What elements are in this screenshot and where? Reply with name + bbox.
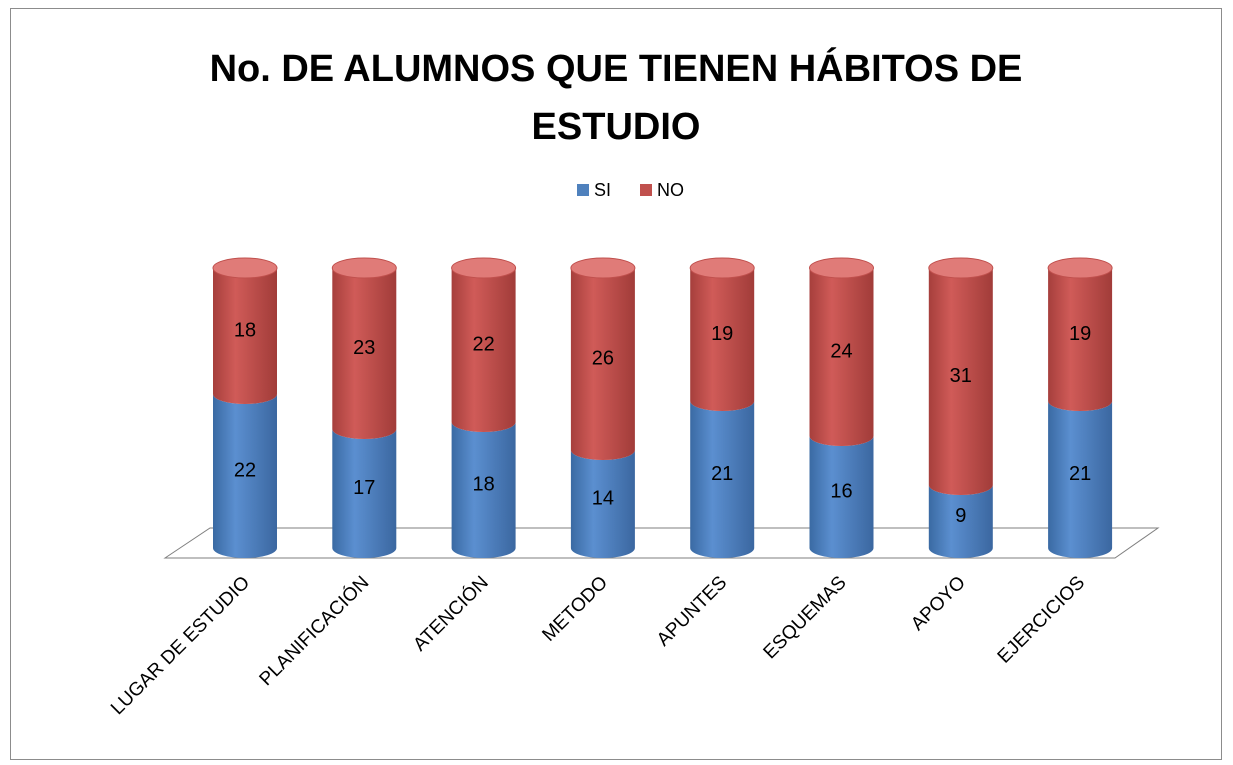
bar-top — [331, 257, 397, 279]
data-label: 14 — [592, 487, 614, 509]
bar-top — [1047, 257, 1113, 279]
bar-top — [689, 257, 755, 279]
legend-label: SI — [594, 180, 611, 200]
bar-segment — [690, 268, 755, 412]
bar-segment — [1048, 268, 1113, 412]
x-tick-label: APUNTES — [653, 572, 731, 650]
legend-swatch — [640, 184, 652, 196]
floor — [163, 527, 1160, 559]
data-label: 19 — [711, 323, 733, 345]
bar-segment — [570, 268, 635, 460]
data-label: 21 — [1069, 463, 1091, 485]
chart-title: No. DE ALUMNOS QUE TIENEN HÁBITOS DE EST… — [209, 48, 1023, 148]
x-tick-label: LUGAR DE ESTUDIO — [107, 572, 254, 719]
x-tick-label: METODO — [538, 572, 612, 646]
bar-top — [451, 257, 517, 279]
data-label: 17 — [353, 477, 375, 499]
x-tick-label: ATENCIÓN — [409, 572, 493, 656]
data-label: 21 — [711, 463, 733, 485]
bar-segment — [451, 268, 516, 432]
bar-segment — [332, 268, 397, 439]
bar-segment — [690, 401, 755, 558]
bar-top — [212, 257, 278, 279]
bar-segment — [1048, 401, 1113, 558]
x-tick-label: EJERCICIOS — [994, 572, 1089, 667]
bar-segment — [570, 450, 635, 558]
bar-top — [809, 257, 874, 279]
data-label: 9 — [955, 505, 966, 527]
bar-segment — [809, 436, 874, 558]
chart-frame — [10, 8, 1222, 760]
bar-segment — [809, 268, 874, 447]
data-label: 24 — [830, 340, 852, 362]
legend-swatch — [577, 184, 589, 196]
data-label: 22 — [234, 459, 256, 481]
data-label: 19 — [1069, 323, 1091, 345]
data-label: 31 — [950, 365, 972, 387]
bar-segment — [928, 268, 993, 495]
bar-top — [570, 257, 636, 279]
x-tick-label: APOYO — [907, 572, 970, 635]
x-tick-label: PLANIFICACIÓN — [255, 572, 374, 691]
bar-segment — [213, 268, 277, 404]
data-label: 23 — [353, 337, 375, 359]
data-label: 22 — [472, 333, 494, 355]
bar-segment — [332, 429, 397, 558]
bar-segment — [928, 485, 993, 558]
data-label: 16 — [830, 480, 852, 502]
x-tick-label: ESQUEMAS — [760, 572, 851, 663]
data-label: 18 — [472, 473, 494, 495]
data-label: 26 — [592, 347, 614, 369]
data-label: 18 — [234, 319, 256, 341]
bar-segment — [213, 394, 277, 558]
legend-label: NO — [657, 180, 684, 200]
bar-top — [928, 257, 994, 279]
bar-segment — [451, 422, 516, 558]
